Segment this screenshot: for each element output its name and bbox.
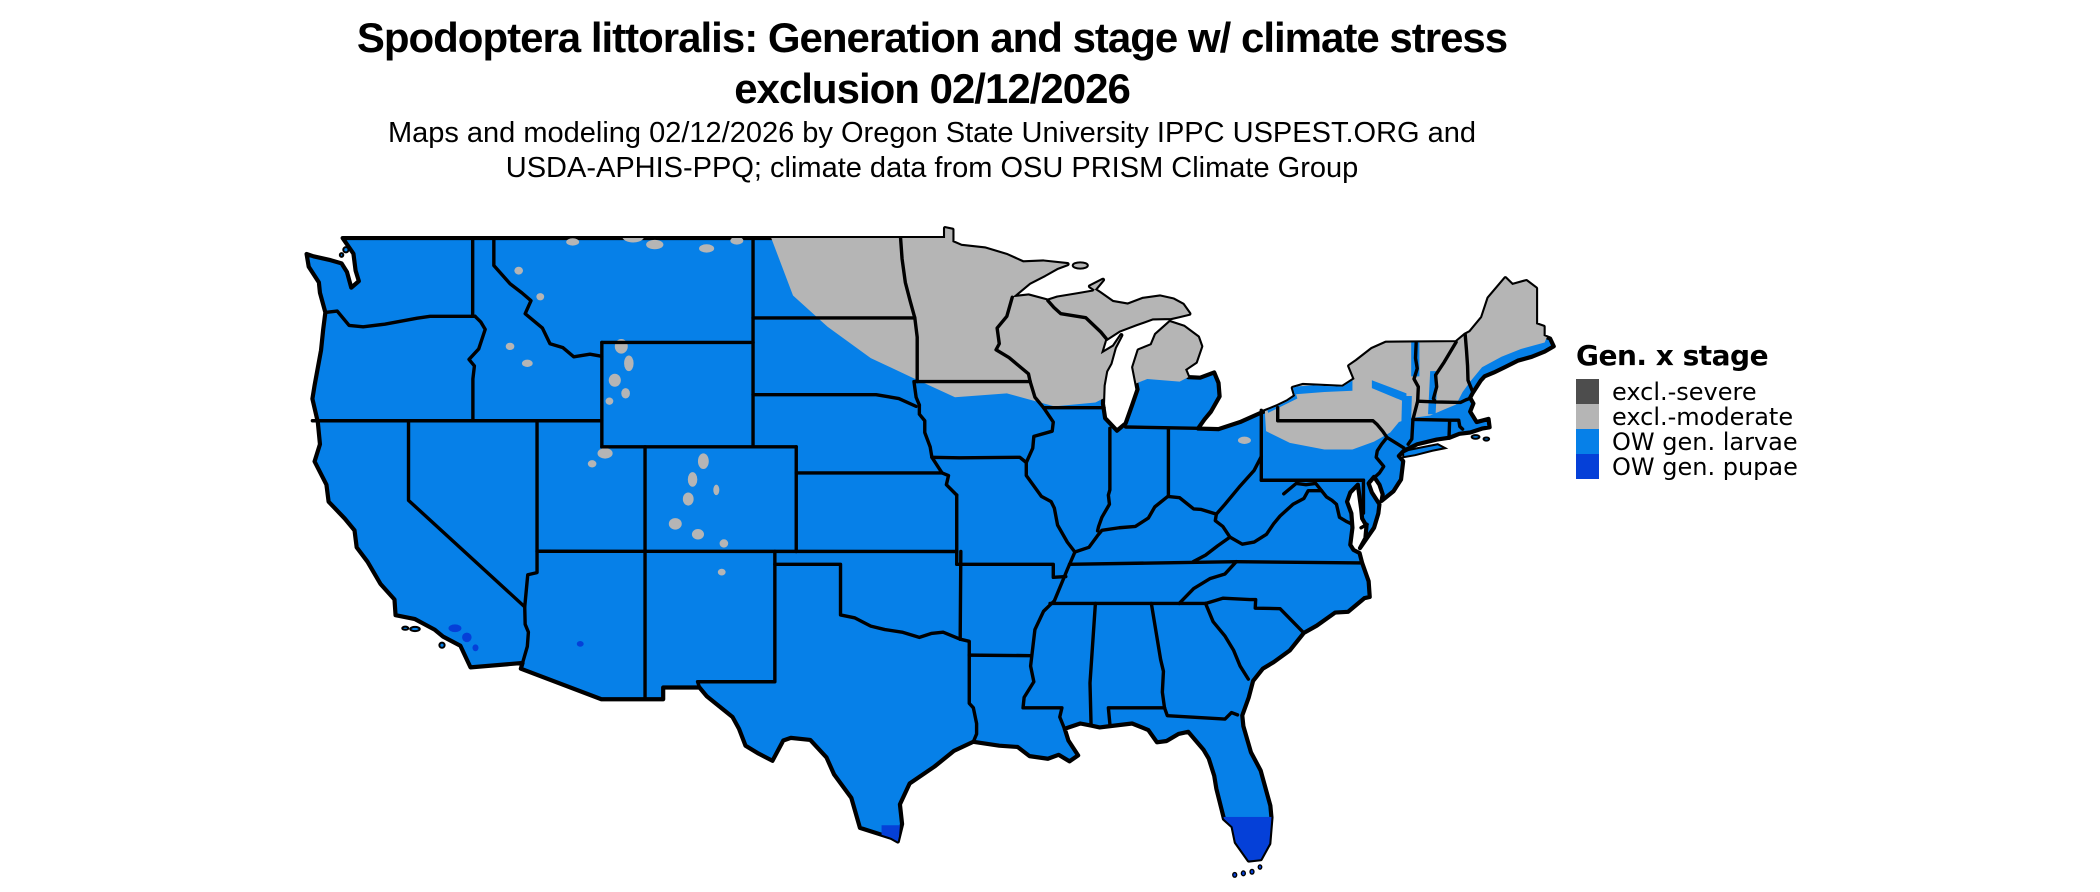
map-legend: Gen. x stage excl.-severe excl.-moderate… [1576,339,1798,481]
san-juan-island-2 [340,253,343,257]
figure-title-line2: exclusion 02/12/2026 [734,65,1131,112]
legend-label-ow-pupae: OW gen. pupae [1612,452,1798,481]
figure-title: Spodoptera littoralis: Generation and st… [132,12,1732,114]
legend-item-ow-pupae: OW gen. pupae [1576,452,1798,481]
legend-swatch-ow-larvae [1576,429,1599,454]
legend-label-excl-moderate: excl.-moderate [1612,402,1794,431]
isle-royale [1073,262,1088,268]
legend-item-ow-larvae: OW gen. larvae [1576,427,1798,456]
figure-subtitle-line2: USDA-APHIS-PPQ; climate data from OSU PR… [505,152,1359,184]
long-island [1403,444,1445,457]
legend-item-excl-severe: excl.-severe [1576,377,1798,406]
channel-island-1 [410,627,420,631]
legend-label-ow-larvae: OW gen. larvae [1612,427,1798,456]
catalina-island [439,643,444,648]
san-juan-island-1 [343,247,348,252]
legend-item-excl-moderate: excl.-moderate [1576,402,1798,431]
legend-title: Gen. x stage [1576,339,1769,372]
marthas-vineyard [1472,435,1480,439]
legend-swatch-excl-severe [1576,379,1599,404]
state-borders [312,238,1473,742]
figure-subtitle-line1: Maps and modeling 02/12/2026 by Oregon S… [387,117,1477,149]
islands [340,247,1489,648]
legend-swatch-excl-moderate [1576,404,1599,429]
florida-keys [1233,865,1262,877]
figure-title-line1: Spodoptera littoralis: Generation and st… [356,14,1508,61]
figure-subtitle: Maps and modeling 02/12/2026 by Oregon S… [232,116,1632,186]
nantucket [1484,437,1490,440]
legend-label-excl-severe: excl.-severe [1612,377,1757,406]
legend-swatch-ow-pupae [1576,454,1599,479]
channel-island-2 [402,627,408,630]
